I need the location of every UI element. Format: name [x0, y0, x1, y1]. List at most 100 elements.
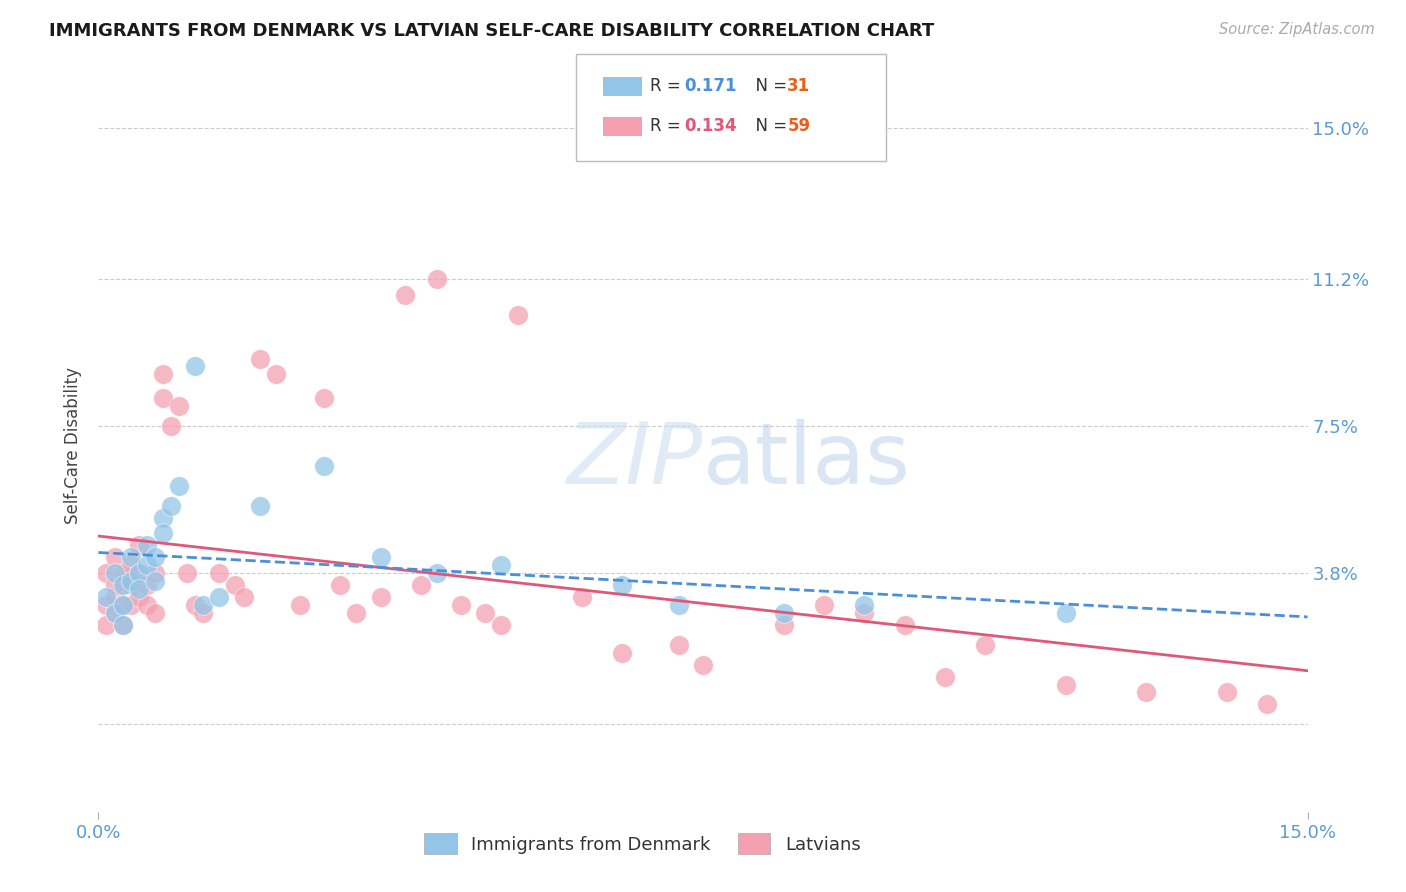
Point [143, 606, 166, 620]
Point [128, 566, 150, 581]
Point [135, 538, 157, 552]
Point [974, 638, 997, 652]
Point [160, 499, 183, 513]
Point [668, 598, 690, 612]
Point [1216, 685, 1239, 699]
Point [394, 288, 416, 302]
Point [426, 272, 449, 286]
Point [450, 598, 472, 612]
Point [249, 351, 271, 366]
Point [1135, 685, 1157, 699]
Point [934, 669, 956, 683]
Point [160, 419, 183, 434]
Text: IMMIGRANTS FROM DENMARK VS LATVIAN SELF-CARE DISABILITY CORRELATION CHART: IMMIGRANTS FROM DENMARK VS LATVIAN SELF-… [49, 22, 935, 40]
Point [103, 606, 125, 620]
Point [571, 590, 593, 604]
Text: ZIP: ZIP [567, 419, 703, 502]
Point [120, 598, 142, 612]
Point [853, 598, 876, 612]
Point [506, 308, 529, 322]
Point [1256, 698, 1278, 712]
Point [135, 598, 157, 612]
Text: atlas: atlas [703, 419, 911, 502]
Point [813, 598, 835, 612]
Point [143, 550, 166, 565]
Point [474, 606, 496, 620]
Point [111, 574, 134, 589]
Text: 31: 31 [787, 77, 810, 95]
Point [370, 590, 392, 604]
Point [370, 550, 392, 565]
Point [491, 618, 513, 632]
Point [128, 590, 150, 604]
Point [232, 590, 254, 604]
Text: R =: R = [650, 117, 686, 135]
Point [853, 606, 876, 620]
Text: 59: 59 [787, 117, 810, 135]
Legend: Immigrants from Denmark, Latvians: Immigrants from Denmark, Latvians [418, 826, 868, 861]
Point [329, 578, 352, 592]
Text: R =: R = [650, 77, 686, 95]
Point [96, 598, 118, 612]
Point [772, 618, 794, 632]
Point [120, 558, 142, 573]
Point [111, 618, 134, 632]
Point [103, 550, 125, 565]
Point [344, 606, 367, 620]
Point [668, 638, 690, 652]
Point [111, 598, 134, 612]
Point [176, 566, 198, 581]
Point [135, 578, 157, 592]
Point [167, 399, 190, 413]
Text: 0.134: 0.134 [685, 117, 737, 135]
Point [264, 368, 287, 382]
Point [143, 566, 166, 581]
Text: N =: N = [745, 117, 793, 135]
Point [96, 566, 118, 581]
Point [193, 598, 215, 612]
Point [288, 598, 311, 612]
Point [103, 606, 125, 620]
Point [128, 582, 150, 596]
Point [612, 578, 634, 592]
Point [96, 618, 118, 632]
Point [128, 538, 150, 552]
Point [224, 578, 246, 592]
Point [103, 566, 125, 581]
Point [143, 574, 166, 589]
Point [103, 590, 125, 604]
Point [1054, 677, 1077, 691]
Text: N =: N = [745, 77, 793, 95]
Point [249, 499, 271, 513]
Point [692, 657, 714, 672]
Point [111, 566, 134, 581]
Point [120, 578, 142, 592]
Point [111, 578, 134, 592]
Point [120, 574, 142, 589]
Text: Source: ZipAtlas.com: Source: ZipAtlas.com [1219, 22, 1375, 37]
Point [111, 618, 134, 632]
Point [208, 566, 231, 581]
Point [1054, 606, 1077, 620]
Point [184, 359, 207, 374]
Point [314, 458, 336, 473]
Point [152, 368, 174, 382]
Point [111, 598, 134, 612]
Point [426, 566, 449, 581]
Point [135, 558, 157, 573]
Point [152, 510, 174, 524]
Point [409, 578, 432, 592]
Point [612, 646, 634, 660]
Text: 0.171: 0.171 [685, 77, 737, 95]
Point [152, 392, 174, 406]
Point [893, 618, 915, 632]
Y-axis label: Self-Care Disability: Self-Care Disability [65, 368, 83, 524]
Point [184, 598, 207, 612]
Point [208, 590, 231, 604]
Point [96, 590, 118, 604]
Point [167, 479, 190, 493]
Point [314, 392, 336, 406]
Point [128, 566, 150, 581]
Point [120, 550, 142, 565]
Point [193, 606, 215, 620]
